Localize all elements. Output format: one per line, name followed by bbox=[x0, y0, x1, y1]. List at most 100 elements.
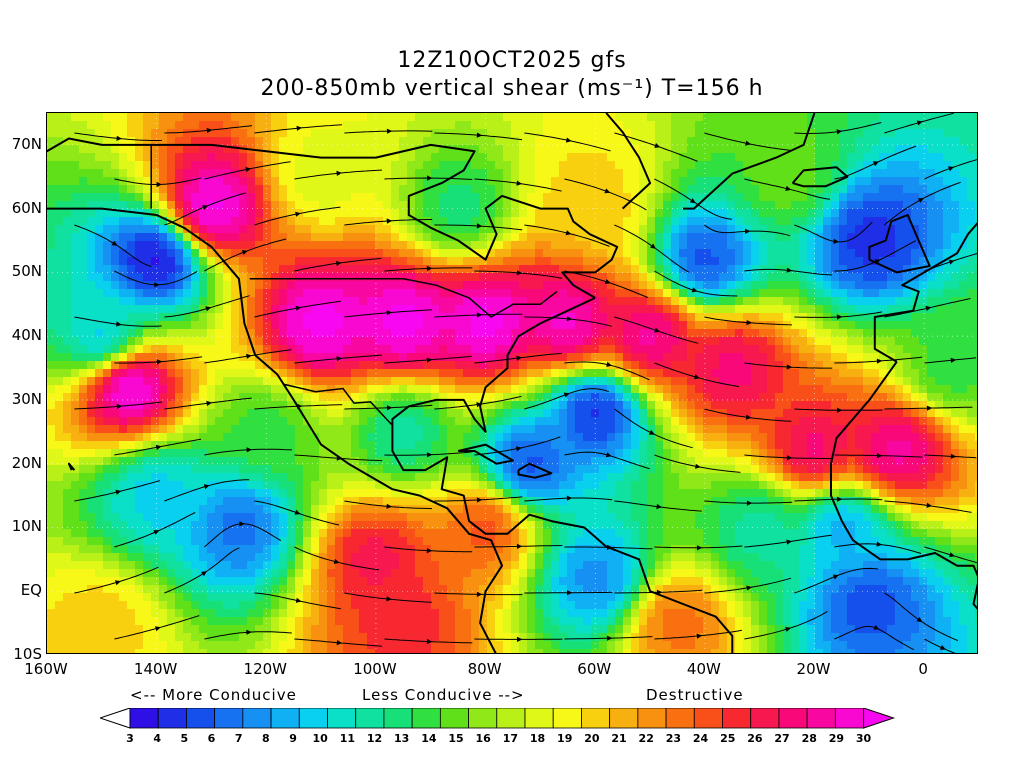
shear-cell bbox=[967, 209, 976, 218]
shear-cell bbox=[623, 297, 632, 306]
shear-cell bbox=[479, 193, 488, 202]
shear-cell bbox=[359, 145, 368, 154]
shear-cell bbox=[271, 137, 280, 146]
shear-cell bbox=[271, 225, 280, 234]
shear-cell bbox=[303, 345, 312, 354]
shear-cell bbox=[743, 129, 752, 138]
shear-cell bbox=[303, 433, 312, 442]
shear-cell bbox=[191, 433, 200, 442]
shear-cell bbox=[535, 193, 544, 202]
shear-cell bbox=[63, 177, 72, 186]
shear-cell bbox=[423, 337, 432, 346]
shear-cell bbox=[775, 345, 784, 354]
shear-cell bbox=[679, 337, 688, 346]
shear-cell bbox=[815, 177, 824, 186]
shear-cell bbox=[863, 329, 872, 338]
shear-cell bbox=[871, 217, 880, 226]
shear-cell bbox=[631, 305, 640, 314]
shear-cell bbox=[871, 425, 880, 434]
shear-cell bbox=[63, 209, 72, 218]
shear-cell bbox=[823, 385, 832, 394]
shear-cell bbox=[399, 249, 408, 258]
shear-cell bbox=[343, 161, 352, 170]
shear-cell bbox=[863, 297, 872, 306]
shear-cell bbox=[295, 377, 304, 386]
shear-cell bbox=[239, 185, 248, 194]
shear-cell bbox=[79, 249, 88, 258]
shear-cell bbox=[95, 113, 104, 122]
shear-cell bbox=[759, 289, 768, 298]
shear-cell bbox=[895, 273, 904, 282]
shear-cell bbox=[767, 233, 776, 242]
shear-cell bbox=[343, 313, 352, 322]
shear-cell bbox=[239, 297, 248, 306]
shear-cell bbox=[783, 209, 792, 218]
shear-cell bbox=[319, 129, 328, 138]
shear-cell bbox=[383, 185, 392, 194]
shear-cell bbox=[319, 353, 328, 362]
shear-cell bbox=[375, 137, 384, 146]
shear-cell bbox=[815, 201, 824, 210]
shear-cell bbox=[639, 409, 648, 418]
shear-cell bbox=[375, 361, 384, 370]
shear-cell bbox=[511, 281, 520, 290]
shear-cell bbox=[223, 353, 232, 362]
shear-cell bbox=[527, 161, 536, 170]
shear-cell bbox=[879, 441, 888, 450]
shear-cell bbox=[167, 385, 176, 394]
shear-cell bbox=[895, 441, 904, 450]
shear-cell bbox=[199, 409, 208, 418]
shear-cell bbox=[503, 137, 512, 146]
shear-cell bbox=[887, 281, 896, 290]
shear-cell bbox=[847, 249, 856, 258]
shear-cell bbox=[759, 137, 768, 146]
shear-cell bbox=[575, 345, 584, 354]
shear-cell bbox=[743, 145, 752, 154]
shear-cell bbox=[855, 241, 864, 250]
shear-cell bbox=[679, 361, 688, 370]
shear-cell bbox=[831, 193, 840, 202]
shear-cell bbox=[791, 185, 800, 194]
shear-cell bbox=[687, 185, 696, 194]
shear-cell bbox=[391, 217, 400, 226]
shear-cell bbox=[527, 321, 536, 330]
shear-cell bbox=[479, 257, 488, 266]
shear-cell bbox=[807, 113, 816, 122]
shear-cell bbox=[135, 185, 144, 194]
shear-cell bbox=[279, 377, 288, 386]
shear-cell bbox=[511, 305, 520, 314]
shear-cell bbox=[631, 393, 640, 402]
shear-cell bbox=[703, 441, 712, 450]
shear-cell bbox=[767, 249, 776, 258]
shear-cell bbox=[135, 265, 144, 274]
shear-cell bbox=[279, 273, 288, 282]
shear-cell bbox=[359, 409, 368, 418]
shear-cell bbox=[607, 241, 616, 250]
shear-cell bbox=[383, 137, 392, 146]
shear-cell bbox=[391, 257, 400, 266]
shear-cell bbox=[271, 241, 280, 250]
shear-cell bbox=[95, 137, 104, 146]
shear-cell bbox=[599, 297, 608, 306]
shear-cell bbox=[639, 369, 648, 378]
shear-cell bbox=[951, 377, 960, 386]
shear-cell bbox=[479, 281, 488, 290]
shear-cell bbox=[207, 209, 216, 218]
shear-cell bbox=[927, 217, 936, 226]
shear-cell bbox=[63, 257, 72, 266]
shear-cell bbox=[535, 177, 544, 186]
shear-cell bbox=[647, 321, 656, 330]
shear-cell bbox=[751, 433, 760, 442]
shear-cell bbox=[119, 145, 128, 154]
shear-cell bbox=[439, 393, 448, 402]
shear-cell bbox=[631, 345, 640, 354]
shear-cell bbox=[135, 401, 144, 410]
shear-cell bbox=[815, 225, 824, 234]
shear-cell bbox=[655, 377, 664, 386]
shear-cell bbox=[751, 345, 760, 354]
shear-cell bbox=[975, 369, 977, 378]
shear-cell bbox=[663, 321, 672, 330]
shear-cell bbox=[247, 361, 256, 370]
shear-cell bbox=[567, 169, 576, 178]
shear-cell bbox=[71, 417, 80, 426]
